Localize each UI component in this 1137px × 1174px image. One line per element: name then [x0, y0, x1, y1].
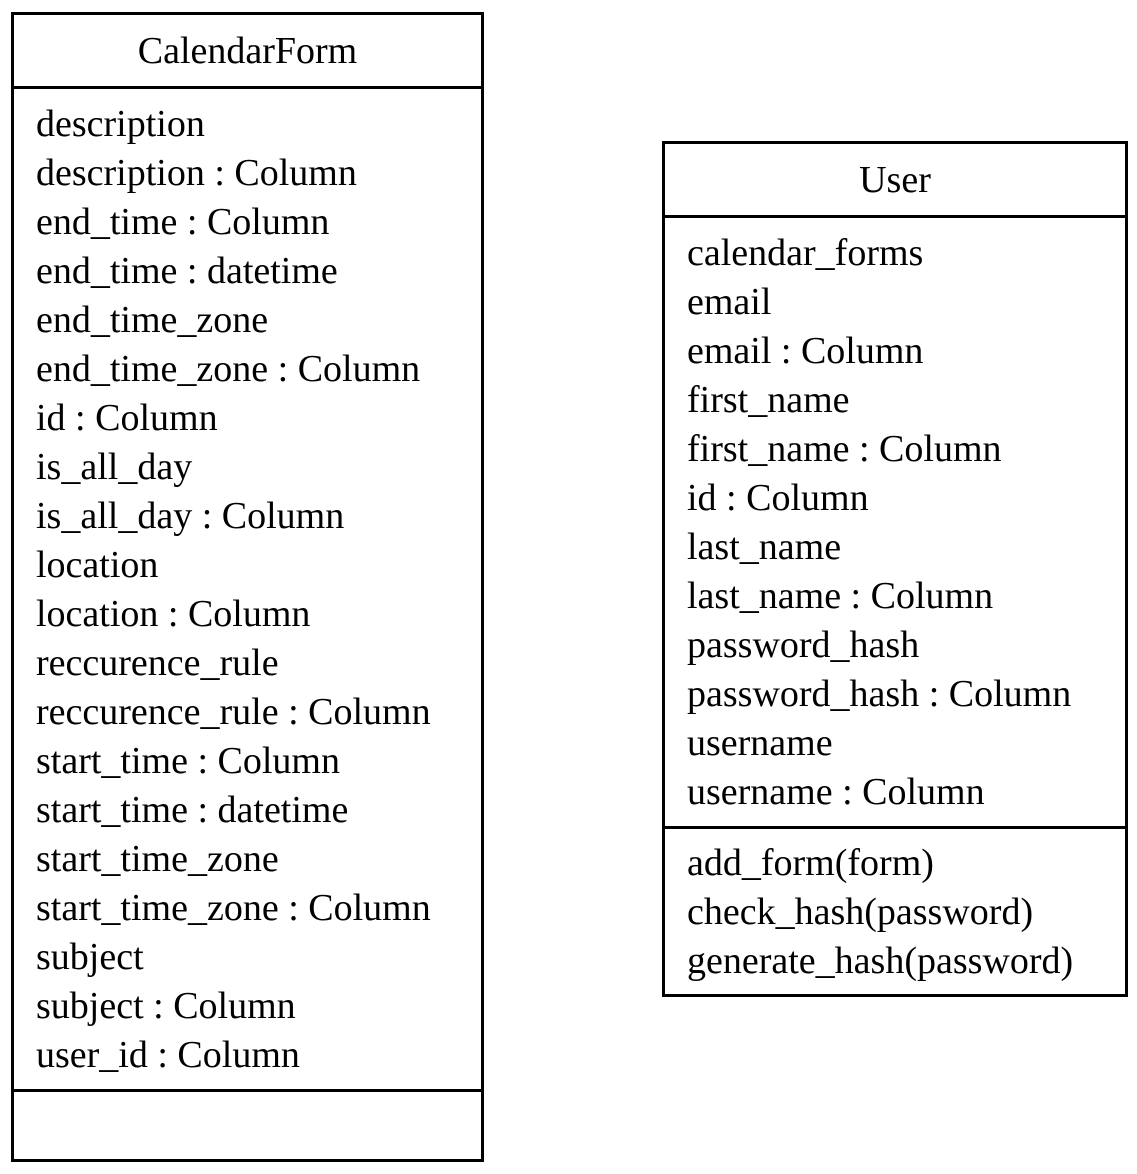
attribute: id : Column [687, 477, 869, 519]
attribute: end_time : Column [36, 201, 330, 243]
attribute: subject : Column [36, 985, 296, 1027]
attribute: end_time_zone [36, 299, 269, 341]
attribute: password_hash [687, 624, 920, 666]
attribute: start_time_zone [36, 838, 279, 880]
attribute: email : Column [687, 330, 924, 372]
attribute: start_time : Column [36, 740, 340, 782]
attribute: end_time_zone : Column [36, 348, 421, 390]
attribute: description : Column [36, 152, 357, 194]
attribute: location [36, 544, 159, 586]
methods-compartment [14, 1092, 481, 1159]
attribute: reccurence_rule : Column [36, 691, 431, 733]
attribute: end_time : datetime [36, 250, 338, 292]
attribute: password_hash : Column [687, 673, 1072, 715]
attribute: start_time : datetime [36, 789, 349, 831]
attributes-compartment: description description : Column end_tim… [14, 89, 481, 1092]
attribute: last_name : Column [687, 575, 994, 617]
attribute: subject [36, 936, 144, 978]
attribute: last_name [687, 526, 842, 568]
attribute: email [687, 281, 772, 323]
attribute: first_name : Column [687, 428, 1002, 470]
class-calendarform: CalendarForm description description : C… [11, 12, 484, 1162]
attribute: reccurence_rule [36, 642, 279, 684]
attribute: calendar_forms [687, 232, 924, 274]
class-user: User calendar_forms email email : Column… [662, 141, 1128, 997]
attribute: user_id : Column [36, 1034, 300, 1076]
attributes-compartment: calendar_forms email email : Column firs… [665, 218, 1125, 829]
attribute: username [687, 722, 833, 764]
methods-compartment: add_form(form) check_hash(password) gene… [665, 829, 1125, 986]
attribute: location : Column [36, 593, 311, 635]
attribute: id : Column [36, 397, 218, 439]
class-name: CalendarForm [14, 15, 481, 89]
method: check_hash(password) [687, 891, 1034, 933]
attribute: start_time_zone : Column [36, 887, 431, 929]
class-name: User [665, 144, 1125, 218]
attribute: description [36, 103, 205, 145]
attribute: is_all_day [36, 446, 193, 488]
attribute: username : Column [687, 771, 985, 813]
method: add_form(form) [687, 842, 934, 884]
attribute: is_all_day : Column [36, 495, 345, 537]
method: generate_hash(password) [687, 940, 1074, 982]
attribute: first_name [687, 379, 850, 421]
